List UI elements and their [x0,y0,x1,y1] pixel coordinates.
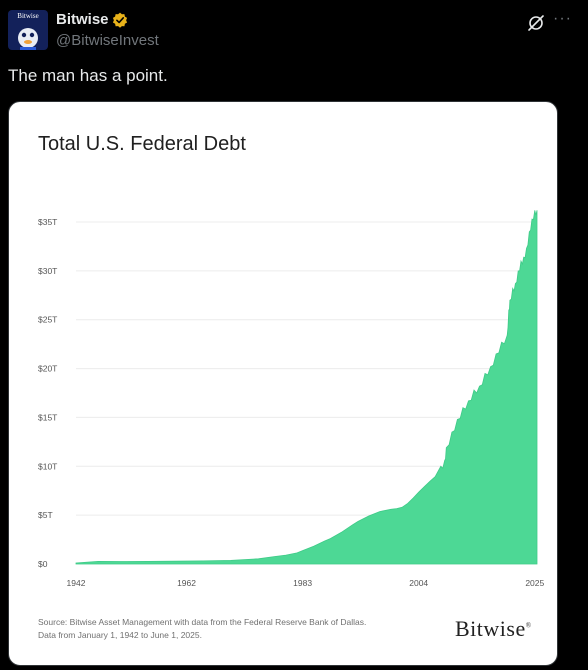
grok-icon[interactable] [527,14,545,32]
avatar[interactable]: Bitwise [8,10,48,50]
bitwise-logo: Bitwise® [455,616,532,642]
registered-mark: ® [525,621,532,630]
y-tick-label: $20T [38,364,57,374]
x-tick-label: 1962 [177,578,196,588]
handle[interactable]: @BitwiseInvest [56,32,159,49]
y-tick-label: $5T [38,510,53,520]
x-tick-labels: 1942 1962 1983 2004 2025 [67,578,545,588]
x-tick-label: 2025 [525,578,544,588]
y-tick-label: $10T [38,461,57,471]
source-line-2: Data from January 1, 1942 to June 1, 202… [38,630,202,640]
verified-badge-icon [112,12,128,28]
post-text: The man has a point. [8,66,168,85]
chart-image-card[interactable]: $0 $5T $10T $15T $20T $25T $30T $35T 1942 1962 19… [8,101,558,666]
avatar-logo-text: Bitwise [17,12,39,20]
more-icon[interactable]: ··· [553,10,572,27]
x-tick-label: 1942 [67,578,86,588]
mascot-icon [18,28,38,50]
y-tick-label: $25T [38,315,57,325]
x-tick-label: 1983 [293,578,312,588]
x-tick-label: 2004 [409,578,428,588]
brand-name: Bitwise [455,616,526,641]
display-name[interactable]: Bitwise [56,11,109,28]
chart-source: Source: Bitwise Asset Management with da… [38,616,366,642]
debt-area-chart: $0$5T$10T$15T$20T$25T$30T$35T 1942 1962 19… [38,210,545,588]
chart-title: Total U.S. Federal Debt [38,133,246,155]
y-tick-label: $30T [38,266,57,276]
y-tick-label: $15T [38,412,57,422]
y-tick-label: $0 [38,559,48,569]
y-tick-labels: $0 $5T $10T $15T $20T $25T $30T $35T [38,217,57,569]
source-line-1: Source: Bitwise Asset Management with da… [38,617,367,627]
post-header: Bitwise Bitwise @BitwiseInvest ··· [0,0,588,60]
debt-area-series [75,210,538,565]
y-tick-label: $35T [38,217,57,227]
